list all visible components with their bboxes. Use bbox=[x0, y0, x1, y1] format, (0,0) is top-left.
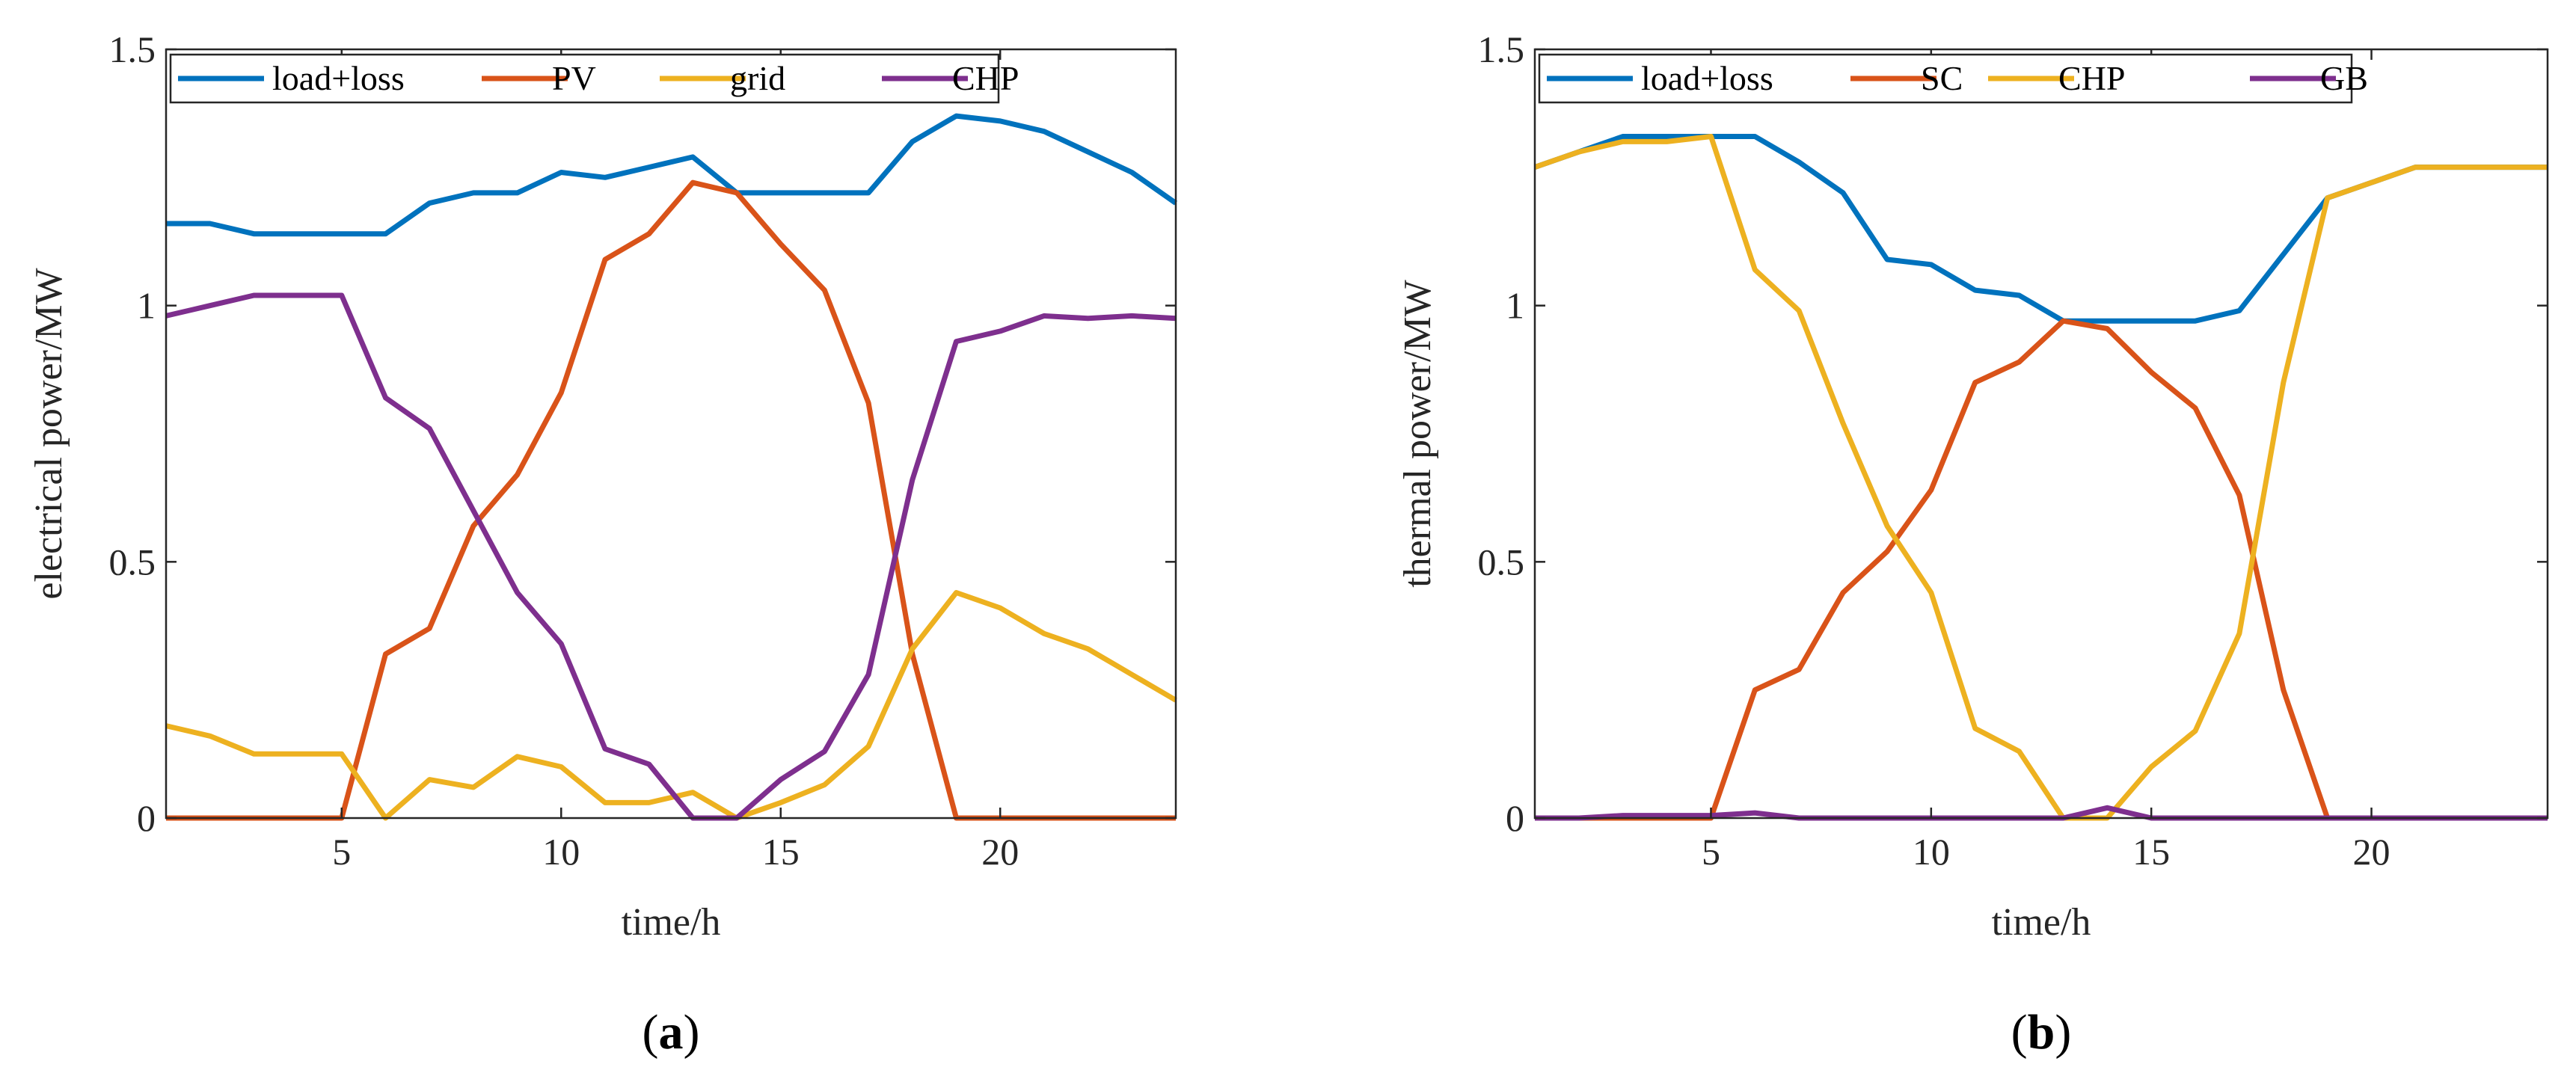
panel-a-series-line-chp bbox=[165, 292, 1177, 821]
panel-a-y-tick-label: 0.5 bbox=[109, 541, 156, 583]
panel-a-axes-frame bbox=[165, 48, 1177, 820]
panel-a-x-tick-label: 5 bbox=[332, 831, 351, 873]
panel-b-legend-label: load+loss bbox=[1641, 59, 1773, 97]
panel-a-legend-label: grid bbox=[730, 59, 785, 97]
panel-b-legend-box bbox=[1538, 53, 2353, 104]
panel-b-x-axis-label: time/h bbox=[1992, 901, 2091, 944]
panel-a-legend-box bbox=[169, 53, 1000, 104]
panel-b-axes-frame bbox=[1533, 48, 2549, 820]
panel-a-series-line-pv bbox=[166, 179, 1176, 821]
panel-b-series-line-sc bbox=[1535, 318, 2548, 821]
panel-b-series-line-load-plus-loss bbox=[1533, 134, 2548, 324]
panel-a-y-tick-label: 1 bbox=[137, 285, 156, 327]
panel-b-series-line-chp bbox=[1533, 134, 2548, 821]
panel-a-legend-label: CHP bbox=[952, 59, 1019, 97]
panel-b-x-tick-label: 15 bbox=[2132, 831, 2170, 873]
panel-a-x-tick-label: 15 bbox=[762, 831, 800, 873]
panel-b-legend-label: GB bbox=[2320, 59, 2368, 97]
panel-b-caption: (b) bbox=[2011, 1005, 2072, 1060]
panel-a-caption-letter: a bbox=[659, 1005, 684, 1060]
panel-a-legend: load+loss PV grid CHP bbox=[169, 53, 1019, 104]
panel-b-x-tick-label: 20 bbox=[2353, 831, 2391, 873]
panel-a-y-tick-label: 1.5 bbox=[109, 28, 156, 70]
panel-a-caption: (a) bbox=[643, 1005, 700, 1060]
panel-b-y-tick-label: 0.5 bbox=[1478, 541, 1525, 583]
panel-a-legend-label: PV bbox=[552, 59, 596, 97]
panel-a-y-axis-label: electrical power/MW bbox=[28, 268, 70, 599]
panel-b-x-tick-label: 10 bbox=[1913, 831, 1950, 873]
panel-b-y-tick-label: 1.5 bbox=[1478, 28, 1525, 70]
panel-b-y-axis-label: thermal power/MW bbox=[1396, 280, 1439, 588]
panel-a-legend-label: load+loss bbox=[272, 59, 405, 97]
panel-b-caption-letter: b bbox=[2028, 1005, 2055, 1060]
panel-a-x-tick-label: 20 bbox=[981, 831, 1019, 873]
panel-a-electrical-power: 5 10 15 20 0 0.5 1 1.5 time/h electrical power/MW… bbox=[28, 28, 1178, 1060]
panel-b-y-tick-label: 0 bbox=[1506, 797, 1524, 839]
panel-b-x-tick-label: 5 bbox=[1702, 831, 1720, 873]
panel-b-y-tick-label: 1 bbox=[1506, 285, 1524, 327]
panel-a-x-axis-label: time/h bbox=[622, 901, 721, 944]
panel-b-series-line-gb bbox=[1535, 805, 2548, 821]
panel-b-thermal-power: 5 10 15 20 0 0.5 1 1.5 time/h thermal power/MW loa… bbox=[1396, 28, 2549, 1060]
panel-a-series-line-load-plus-loss bbox=[166, 113, 1178, 237]
panel-a-y-tick-label: 0 bbox=[137, 797, 156, 839]
panel-b-legend: load+loss SC CHP GB bbox=[1538, 53, 2368, 104]
panel-a-x-tick-label: 10 bbox=[542, 831, 580, 873]
panel-b-legend-label: SC bbox=[1921, 59, 1963, 97]
panel-a-series-line-grid bbox=[165, 590, 1177, 821]
panel-b-legend-label: CHP bbox=[2058, 59, 2125, 97]
